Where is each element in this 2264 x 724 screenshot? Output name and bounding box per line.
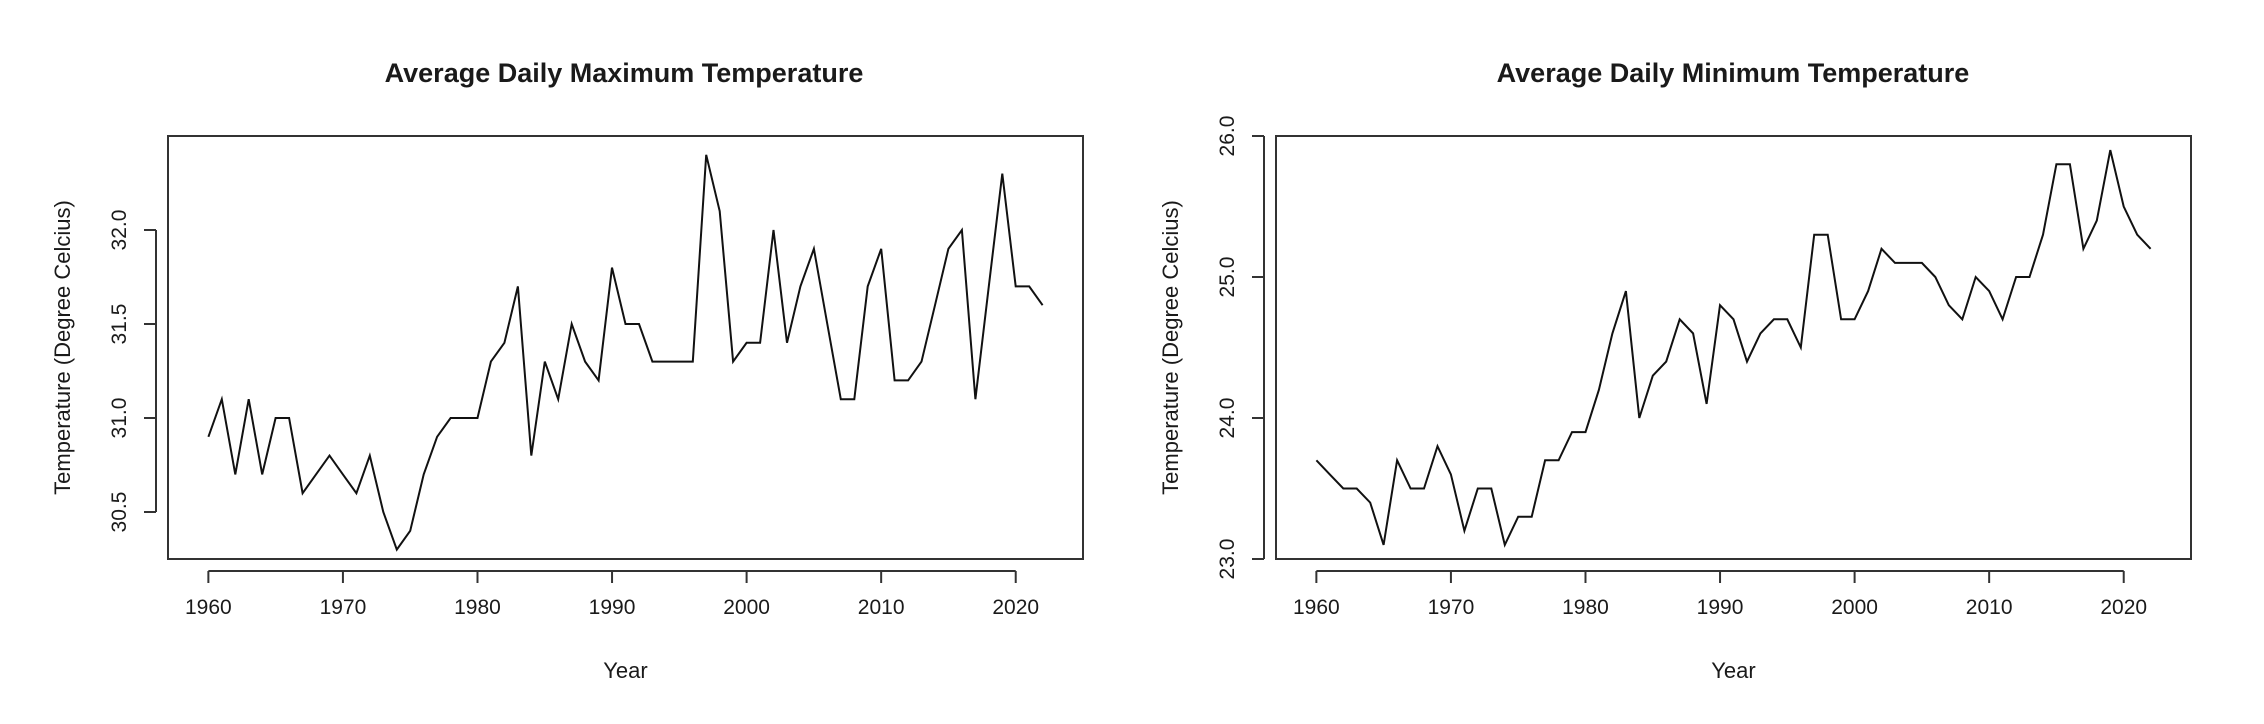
chart-1-y-tick-label-1: 31.0 <box>108 398 131 439</box>
chart-1-x-tick-label-1980: 1980 <box>454 596 501 619</box>
chart-1-series-line-1 <box>207 154 1044 552</box>
chart-1-title: Average Daily Maximum Temperature <box>385 58 864 88</box>
chart-2-title: Average Daily Minimum Temperature <box>1497 58 1970 88</box>
chart-1-x-tick-label-2010: 2010 <box>858 596 905 619</box>
chart-1-x-tick-label-2000: 2000 <box>723 596 770 619</box>
chart-2-y-axis-label: Temperature (Degree Celcius) <box>1158 200 1183 495</box>
chart-1-y-tick-label-3: 32.0 <box>108 210 131 251</box>
chart-1-x-tick-label-1990: 1990 <box>589 596 636 619</box>
chart-2-series-line-1 <box>1315 149 2152 548</box>
chart-2-x-tick-label-1980: 1980 <box>1562 596 1609 619</box>
chart-1-plot-frame <box>167 135 1084 560</box>
chart-1-y-tick-label-0: 30.5 <box>108 492 131 533</box>
chart-2-plot-frame <box>1275 135 2192 560</box>
chart-2-x-tick-label-1960: 1960 <box>1293 596 1340 619</box>
chart-1-x-tick-label-1970: 1970 <box>320 596 367 619</box>
chart-1-x-axis-label: Year <box>603 658 647 683</box>
chart-2-y-tick-label-3: 26.0 <box>1216 116 1239 157</box>
chart-1-x-tick-label-2020: 2020 <box>992 596 1039 619</box>
chart-2-x-tick-label-1990: 1990 <box>1697 596 1744 619</box>
chart-2-x-tick-label-1970: 1970 <box>1428 596 1475 619</box>
chart-2-x-tick-label-2000: 2000 <box>1831 596 1878 619</box>
chart-2-x-tick-label-2010: 2010 <box>1966 596 2013 619</box>
chart-2-y-tick-label-1: 24.0 <box>1216 398 1239 439</box>
chart-1-x-tick-label-1960: 1960 <box>185 596 232 619</box>
chart-1-y-tick-label-2: 31.5 <box>108 304 131 345</box>
chart-2-y-tick-label-2: 25.0 <box>1216 257 1239 298</box>
chart-2-x-tick-label-2020: 2020 <box>2100 596 2147 619</box>
chart-1-y-axis-label: Temperature (Degree Celcius) <box>50 200 75 495</box>
chart-2-x-axis-label: Year <box>1711 658 1755 683</box>
chart-2-y-tick-label-0: 23.0 <box>1216 539 1239 580</box>
